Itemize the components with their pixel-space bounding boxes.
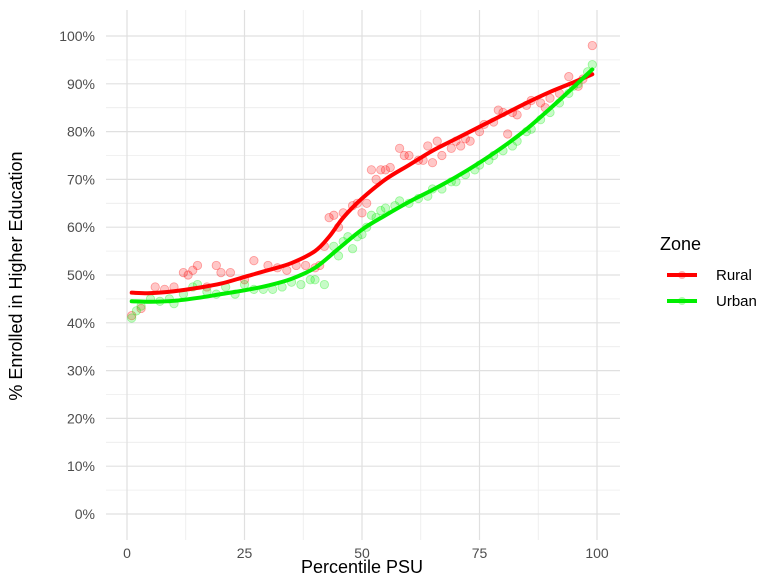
rural-point: [249, 256, 259, 266]
rural-point: [362, 198, 372, 208]
rural-point: [587, 40, 597, 51]
y-tick-label: 90%: [67, 76, 95, 92]
y-tick-label: 70%: [67, 171, 95, 187]
legend-title: Zone: [660, 234, 701, 254]
rural-legend-label: Rural: [716, 267, 752, 284]
rural-point: [465, 136, 475, 146]
rural-point: [329, 210, 339, 220]
urban-point: [366, 210, 376, 220]
urban-point: [296, 279, 306, 290]
rural-point: [437, 150, 447, 161]
y-tick-label: 60%: [67, 219, 95, 235]
axis-ticks: 0% 10% 20% 30% 40% 50% 60% 70% 80% 90% 100% 0 25 50 75…: [59, 28, 609, 561]
rural-point: [211, 260, 221, 271]
rural-point: [446, 143, 456, 153]
urban-point: [376, 205, 386, 216]
urban-point: [347, 244, 358, 254]
rural-point: [127, 311, 137, 321]
rural-point: [380, 165, 391, 175]
urban-point: [333, 251, 344, 261]
legend-items: Rural Urban: [667, 267, 757, 310]
rural-point: [493, 105, 503, 115]
x-axis-title: Percentile PSU: [301, 557, 423, 577]
rural-smooth-line: [129, 72, 595, 296]
rural-point: [423, 141, 433, 151]
rural-point: [183, 270, 193, 280]
y-tick-label: 100%: [59, 28, 95, 44]
rural-point: [324, 213, 334, 223]
y-tick-label: 80%: [67, 124, 95, 140]
urban-point: [127, 313, 137, 323]
rural-point: [512, 110, 522, 120]
rural-point: [371, 174, 381, 184]
rural-point: [136, 303, 146, 314]
y-tick-label: 50%: [67, 267, 95, 283]
rural-point: [404, 150, 414, 161]
rural-point: [225, 268, 235, 278]
rural-point: [564, 72, 574, 82]
y-tick-label: 0%: [75, 506, 95, 522]
x-tick-label: 0: [123, 545, 131, 561]
urban-point: [380, 203, 391, 213]
y-tick-label: 30%: [67, 363, 95, 379]
rural-point: [300, 260, 311, 271]
rural-point: [432, 136, 442, 146]
rural-point: [456, 141, 466, 151]
rural-point: [503, 129, 513, 139]
rural-point: [188, 265, 198, 275]
x-tick-label: 25: [237, 545, 253, 561]
rural-point: [357, 208, 367, 218]
rural-point: [385, 162, 395, 173]
rural-point: [376, 165, 386, 175]
y-tick-label: 10%: [67, 458, 95, 474]
x-tick-label: 50: [354, 545, 370, 561]
x-tick-label: 75: [472, 545, 488, 561]
smooth-lines: [129, 67, 595, 304]
rural-point: [427, 158, 438, 168]
x-tick-label: 100: [585, 545, 609, 561]
rural-point: [399, 150, 409, 161]
urban-point: [319, 279, 329, 290]
urban-legend-marker: [678, 297, 686, 305]
urban-point: [305, 275, 315, 285]
rural-point: [178, 268, 188, 278]
urban-point: [310, 275, 320, 285]
urban-point: [131, 306, 141, 316]
rural-point: [535, 98, 546, 108]
y-tick-label: 40%: [67, 315, 95, 331]
rural-point: [366, 165, 376, 175]
y-axis-title: % Enrolled in Higher Education: [6, 151, 26, 400]
rural-point: [394, 143, 405, 153]
rural-point: [192, 260, 203, 271]
urban-smooth-line: [129, 67, 595, 304]
rural-point: [216, 268, 226, 278]
rural-legend-marker: [678, 271, 686, 279]
urban-legend-label: Urban: [716, 293, 757, 310]
grid: [106, 10, 620, 540]
rural-point: [150, 282, 160, 292]
legend: Zone Rural Urban: [660, 234, 757, 310]
y-tick-label: 20%: [67, 410, 95, 426]
urban-point: [239, 279, 250, 290]
